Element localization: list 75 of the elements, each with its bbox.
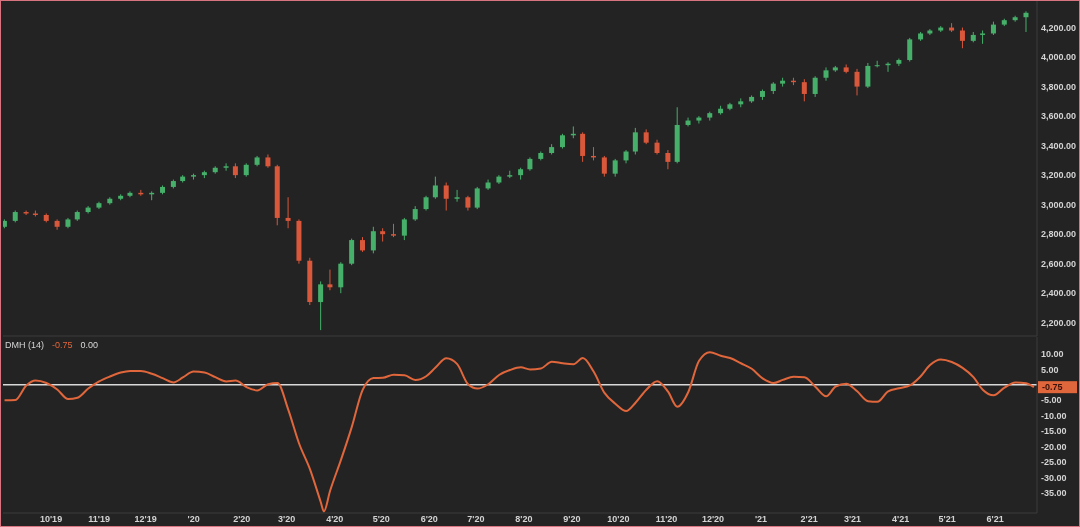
candlestick xyxy=(401,217,407,241)
x-tick-label: 12'19 xyxy=(134,514,157,525)
candlestick xyxy=(854,68,860,96)
candlestick xyxy=(338,261,344,294)
candlestick xyxy=(454,189,460,203)
candlestick xyxy=(907,37,913,63)
x-tick-label: '20 xyxy=(187,514,200,525)
candlestick xyxy=(85,205,91,215)
y-tick-label: -10.00 xyxy=(1041,410,1067,421)
x-tick-label: 4'21 xyxy=(892,514,910,525)
candlestick xyxy=(327,269,333,291)
candlestick xyxy=(23,210,29,216)
x-tick-label: 6'20 xyxy=(420,514,438,525)
candlestick xyxy=(632,127,638,155)
annotation: -0.75 xyxy=(52,340,73,351)
candlestick xyxy=(54,218,60,231)
candlestick xyxy=(474,186,480,210)
candlestick xyxy=(285,196,291,229)
ref-line-label: 0.00 xyxy=(80,340,99,351)
candlestick xyxy=(865,62,871,89)
candlestick xyxy=(223,162,229,172)
candlestick xyxy=(1023,10,1029,33)
x-tick-label: 11'20 xyxy=(655,514,678,525)
candlestick xyxy=(801,78,807,102)
x-tick-label: 2'20 xyxy=(233,514,251,525)
y-tick-label: -5.00 xyxy=(1041,395,1062,406)
candlestick xyxy=(580,131,586,163)
x-tick-label: 4'20 xyxy=(326,514,344,525)
candlestick xyxy=(127,190,133,198)
y-tick-label: 4,200.00 xyxy=(1041,22,1077,33)
candlestick xyxy=(959,27,965,49)
x-tick-label: 10'20 xyxy=(607,514,630,525)
x-tick-label: 5'21 xyxy=(938,514,956,525)
y-tick-label: -35.00 xyxy=(1041,488,1067,499)
x-tick-label: 10'19 xyxy=(39,514,63,525)
candlestick xyxy=(370,226,376,254)
y-tick-label: 4,000.00 xyxy=(1041,52,1077,63)
candlestick xyxy=(1012,15,1018,23)
candlestick xyxy=(443,182,449,212)
candlestick xyxy=(349,238,355,266)
y-tick-label: -15.00 xyxy=(1041,426,1067,437)
y-tick-label: 2,400.00 xyxy=(1041,288,1077,299)
x-tick-label: 12'20 xyxy=(701,514,725,525)
y-tick-label: -20.00 xyxy=(1041,441,1067,452)
y-tick-label: 10.00 xyxy=(1041,349,1064,360)
y-tick-label: 2,600.00 xyxy=(1041,258,1077,269)
y-tick-label: 5.00 xyxy=(1041,364,1059,375)
x-tick-label: 7'20 xyxy=(467,514,485,525)
candlestick xyxy=(601,155,607,178)
x-tick-label: 3'20 xyxy=(278,514,296,525)
candlestick xyxy=(812,75,818,98)
candlestick xyxy=(432,176,438,200)
candlestick xyxy=(318,280,324,331)
y-tick-label: 3,600.00 xyxy=(1041,111,1077,122)
y-tick-label: -30.00 xyxy=(1041,472,1067,483)
y-tick-label: 3,400.00 xyxy=(1041,140,1077,151)
x-tick-label: 3'21 xyxy=(843,514,862,525)
x-tick-label: 6'21 xyxy=(986,514,1004,525)
annotation: -0.75 xyxy=(1042,382,1063,393)
chart-title: DMH (14) xyxy=(5,340,45,351)
y-tick-label: 2,200.00 xyxy=(1041,317,1077,328)
y-tick-label: 3,800.00 xyxy=(1041,81,1077,92)
x-tick-label: 5'20 xyxy=(372,514,390,525)
candlestick xyxy=(823,66,829,82)
x-tick-label: 8'20 xyxy=(515,514,533,525)
y-tick-label: 2,800.00 xyxy=(1041,229,1077,240)
candlestick xyxy=(696,115,702,124)
candlestick xyxy=(665,149,671,170)
x-tick-label: 2'21 xyxy=(800,514,818,525)
y-tick-label: -25.00 xyxy=(1041,457,1067,468)
x-tick-label: '21 xyxy=(754,514,768,525)
x-tick-label: 11'19 xyxy=(88,514,110,525)
x-tick-label: 9'20 xyxy=(563,514,581,525)
y-tick-label: 3,200.00 xyxy=(1041,170,1077,181)
y-tick-label: 3,000.00 xyxy=(1041,199,1077,210)
